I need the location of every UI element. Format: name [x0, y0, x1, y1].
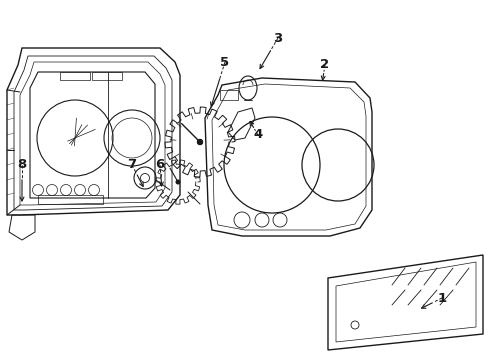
Bar	[38, 195, 103, 204]
Text: 2: 2	[320, 58, 330, 72]
Text: 3: 3	[273, 31, 283, 45]
Text: 7: 7	[127, 158, 137, 171]
Text: 8: 8	[17, 158, 26, 171]
Bar	[220, 90, 238, 100]
Text: 1: 1	[438, 292, 446, 305]
Text: 4: 4	[253, 129, 263, 141]
Bar	[60, 72, 90, 80]
Text: 6: 6	[155, 158, 165, 171]
Bar	[92, 72, 122, 80]
Circle shape	[176, 180, 180, 184]
Text: 5: 5	[220, 55, 229, 68]
Circle shape	[197, 139, 202, 144]
